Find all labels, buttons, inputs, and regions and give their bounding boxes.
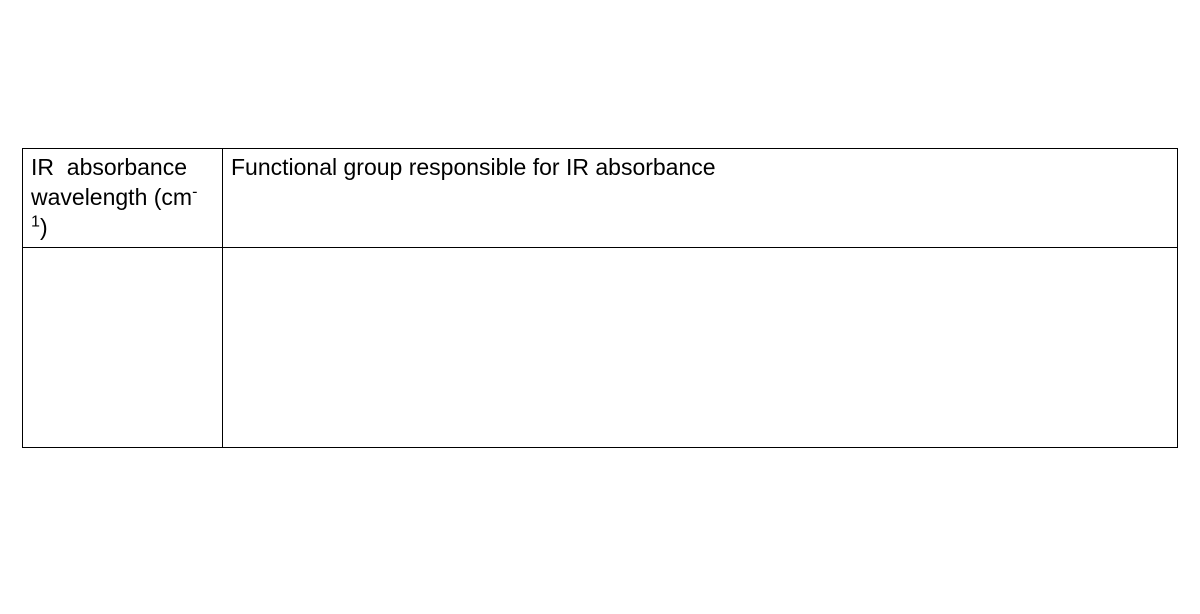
cell-functional-group [223,247,1178,447]
table-header-row: IR absorbance wavelength (cm-1) Function… [23,149,1178,248]
table-row [23,247,1178,447]
cell-wavelength [23,247,223,447]
header-functional-group: Functional group responsible for IR abso… [223,149,1178,248]
header-wavelength: IR absorbance wavelength (cm-1) [23,149,223,248]
ir-absorbance-table: IR absorbance wavelength (cm-1) Function… [22,148,1178,448]
